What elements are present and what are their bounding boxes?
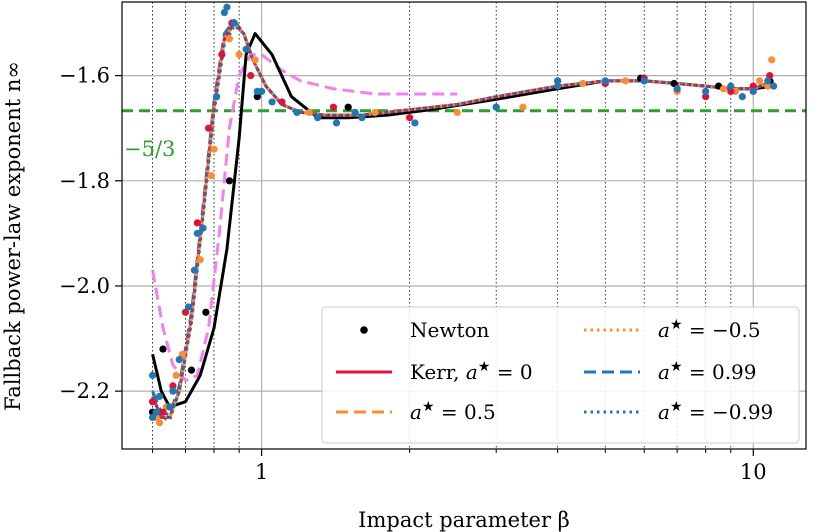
data-point (371, 108, 379, 117)
data-point (702, 93, 710, 101)
data-point (293, 108, 301, 117)
data-point (764, 77, 772, 85)
data-point (332, 119, 341, 127)
data-point (181, 308, 190, 316)
data-point (193, 229, 201, 237)
series-line (151, 24, 775, 422)
data-point (253, 87, 261, 95)
data-point (190, 266, 199, 274)
data-point (196, 256, 204, 264)
data-point (159, 345, 167, 353)
legend-marker (360, 326, 368, 334)
y-tick-label: −2.2 (59, 379, 110, 403)
data-point (169, 387, 177, 395)
data-point (210, 145, 218, 153)
legend-label: a★ = 0.5 (410, 399, 496, 424)
data-point (230, 19, 238, 27)
data-point (314, 114, 322, 122)
data-point (187, 366, 196, 374)
data-point (235, 50, 243, 59)
legend-label: Newton (410, 318, 490, 342)
y-axis-label: Fallback power-law exponent n∞ (1, 61, 25, 411)
y-tick-label: −1.6 (59, 64, 110, 88)
data-point (155, 392, 164, 401)
data-point (640, 77, 648, 85)
data-point (764, 82, 772, 90)
data-point (204, 124, 213, 132)
data-point (247, 72, 255, 80)
data-point (148, 398, 157, 406)
ticks: 1 10 −1.6 −1.8 −2.0 −2.2 (59, 64, 767, 484)
data-point (554, 82, 562, 90)
legend-label: Kerr, a★ = 0 (410, 359, 533, 384)
data-point (202, 308, 210, 316)
data-point (749, 87, 757, 95)
points-group (148, 3, 778, 427)
data-point (411, 119, 419, 127)
data-point (579, 79, 587, 88)
legend-label: a★ = −0.99 (658, 399, 773, 424)
data-point (199, 224, 207, 232)
data-point (175, 356, 183, 364)
data-point (166, 403, 174, 411)
legend-box (321, 306, 800, 444)
data-point (492, 103, 500, 111)
y-tick-label: −1.8 (59, 169, 110, 193)
data-point (756, 77, 764, 85)
data-point (253, 93, 261, 101)
data-point (251, 56, 259, 64)
y-tick-label: −2.0 (59, 274, 110, 298)
data-point (242, 45, 250, 53)
data-point (225, 177, 234, 185)
series-line (151, 21, 775, 419)
data-point (184, 303, 193, 311)
data-point (768, 56, 776, 64)
data-point (344, 103, 352, 111)
plot-frame (121, 1, 807, 450)
data-point (148, 413, 157, 422)
data-point (223, 3, 231, 11)
data-point (159, 408, 167, 416)
data-point (719, 85, 728, 93)
data-point (351, 108, 359, 117)
x-tick-label: 10 (740, 460, 767, 484)
legend-label: a★ = 0.99 (658, 359, 757, 384)
reference-label: −5/3 (124, 137, 175, 161)
data-point (453, 108, 461, 117)
data-point (519, 103, 527, 111)
data-point (406, 114, 414, 122)
data-point (268, 98, 276, 106)
data-point (178, 350, 186, 358)
data-point (702, 87, 710, 95)
data-point (738, 93, 746, 101)
data-point (305, 108, 313, 117)
data-point (727, 87, 735, 95)
data-point (673, 85, 681, 93)
x-tick-label: 1 (255, 460, 268, 484)
data-point (155, 419, 164, 427)
legend-label: a★ = −0.5 (658, 317, 761, 342)
data-point (172, 371, 180, 379)
data-point (554, 77, 562, 85)
data-point (601, 77, 609, 85)
legend: Newton Kerr, a★ = 0 a★ = 0.5 a★ = −0.5 a★ = … (321, 306, 800, 444)
data-point (169, 382, 177, 390)
data-point (213, 93, 221, 101)
data-point (193, 219, 201, 227)
data-point (152, 408, 160, 416)
data-point (670, 79, 678, 88)
data-point (207, 171, 215, 180)
data-point (749, 82, 757, 90)
data-point (218, 50, 226, 59)
data-point (358, 114, 366, 122)
data-point (148, 371, 157, 379)
data-point (329, 103, 338, 111)
data-point (622, 77, 630, 85)
data-point (278, 98, 286, 106)
data-point (727, 82, 735, 90)
data-point (770, 82, 778, 90)
x-axis-label: Impact parameter β (358, 508, 570, 532)
data-point (225, 35, 234, 43)
